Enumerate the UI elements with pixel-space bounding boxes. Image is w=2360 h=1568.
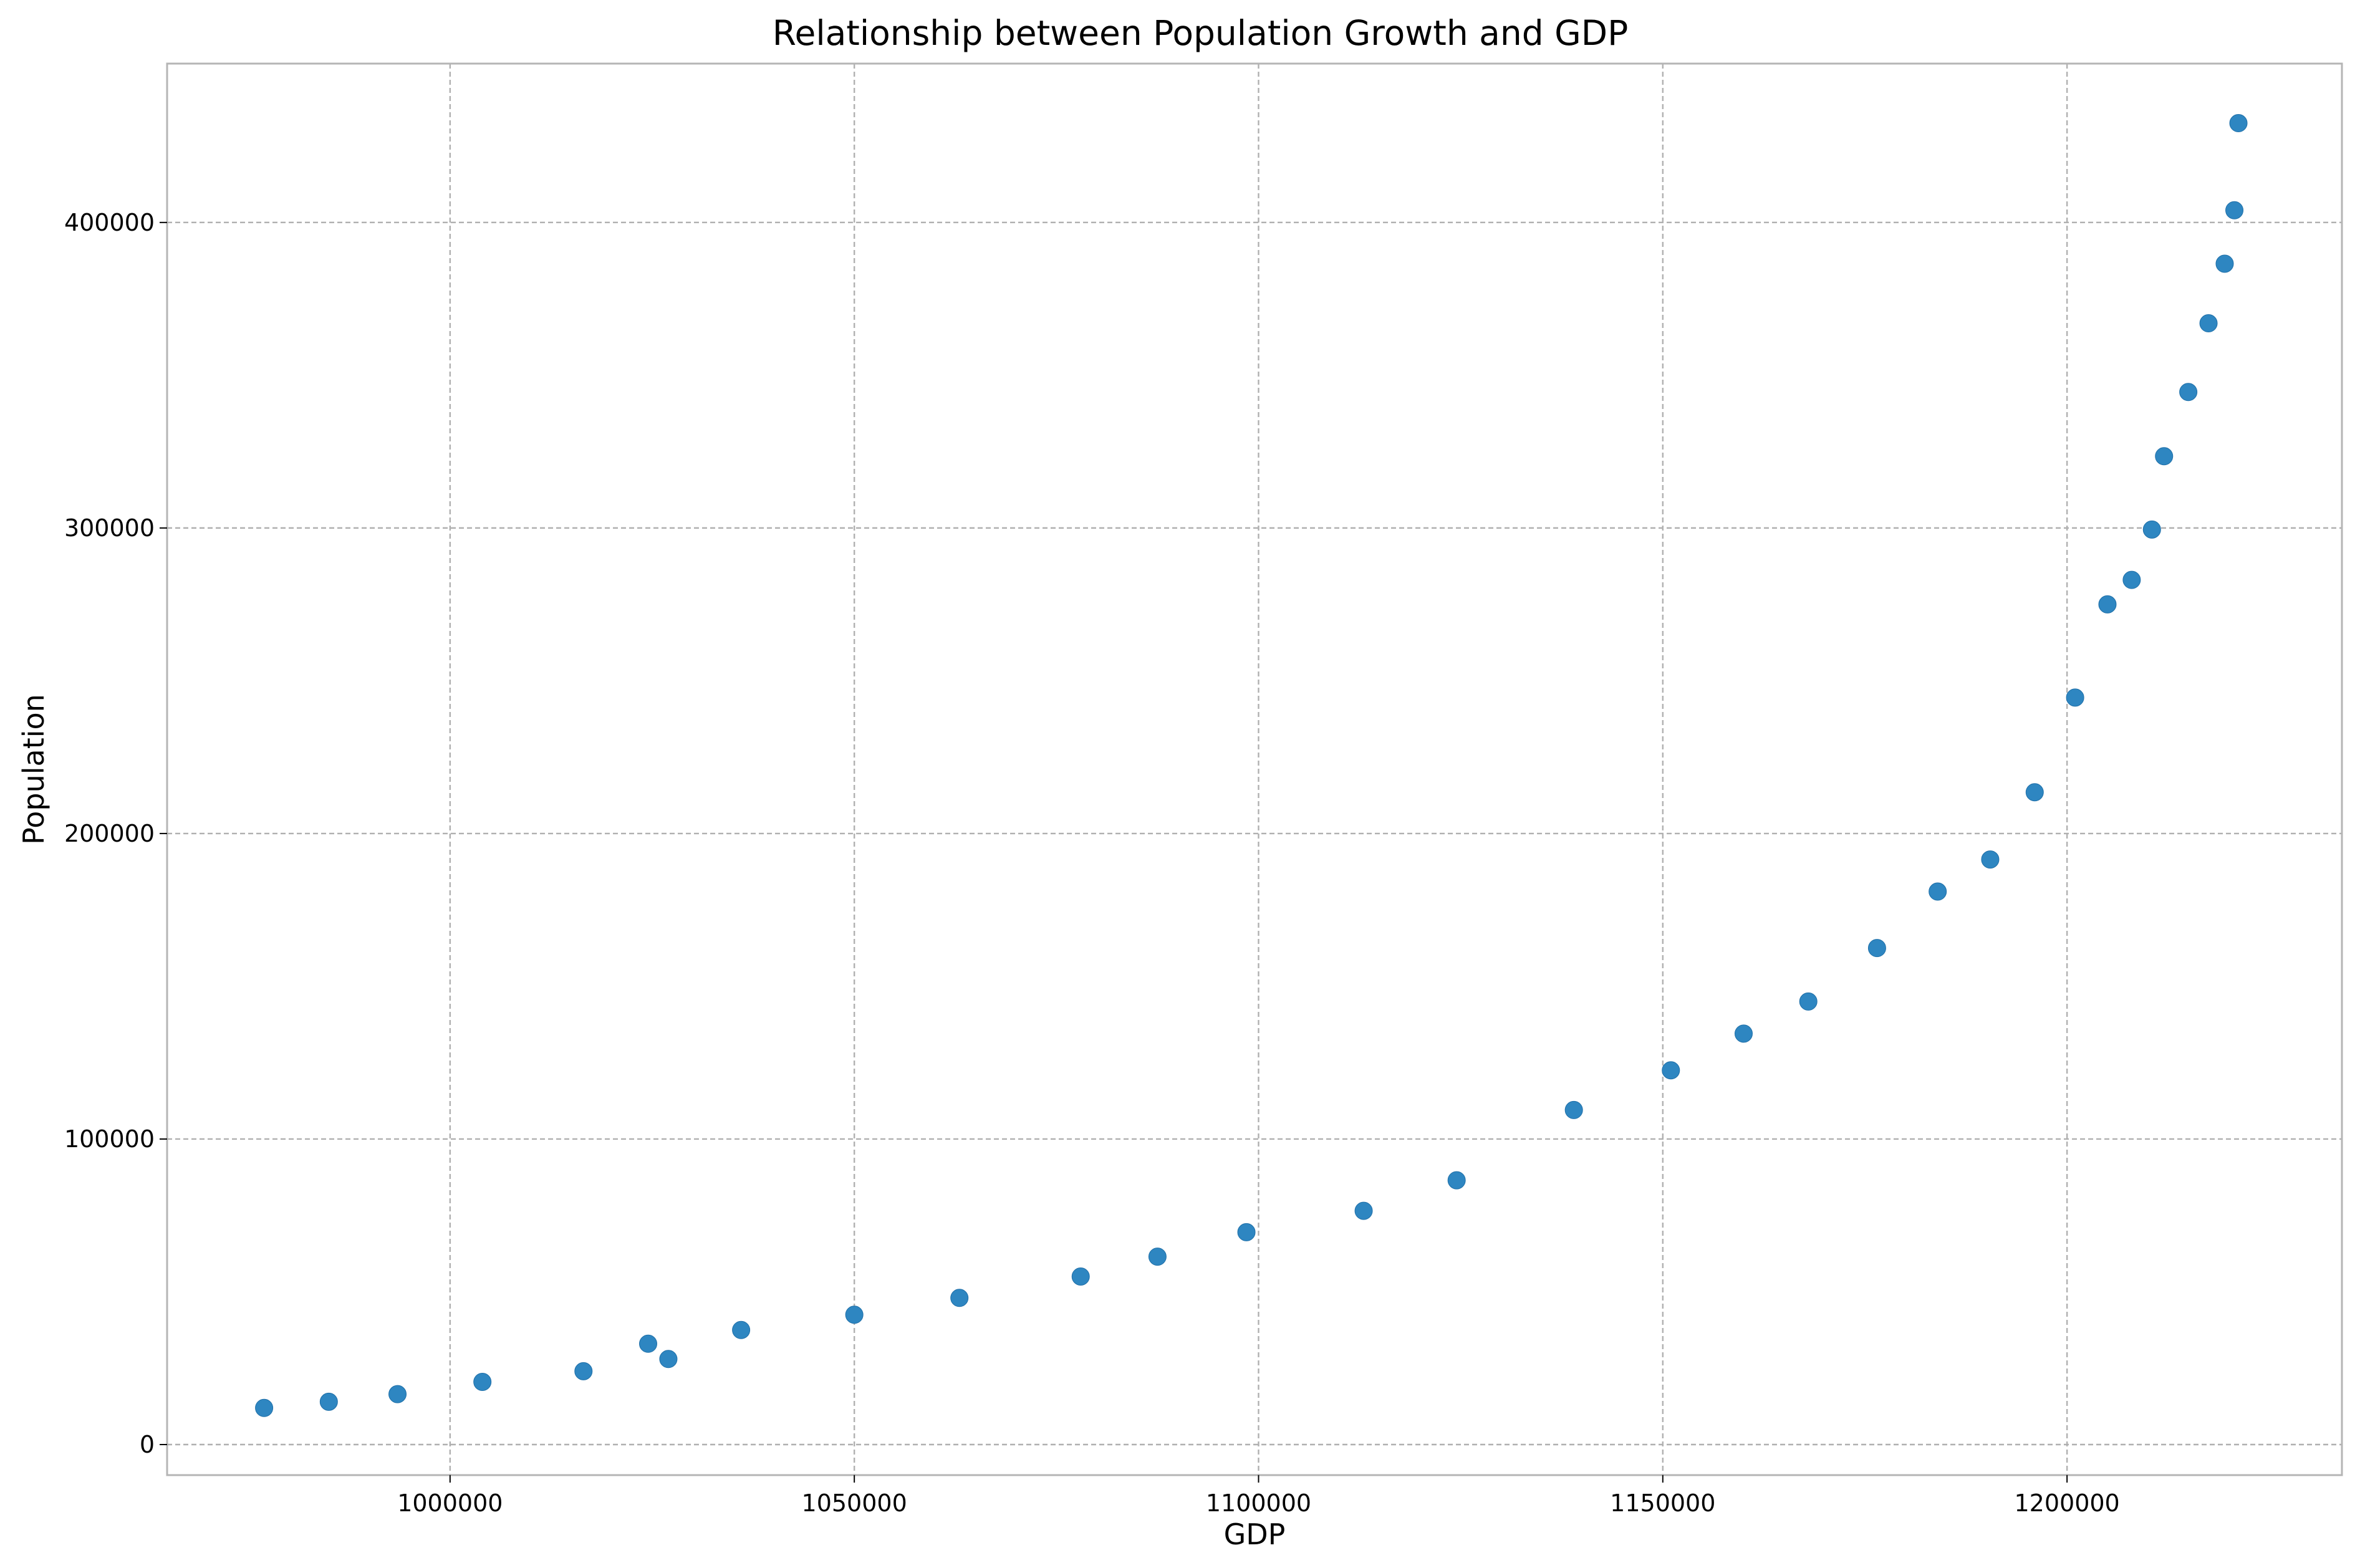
data-point	[255, 1398, 274, 1417]
data-point	[2025, 783, 2044, 802]
x-tick-label: 1100000	[1206, 1489, 1311, 1517]
y-tick-label: 100000	[64, 1125, 155, 1153]
x-tick-label: 1150000	[1610, 1489, 1715, 1517]
data-point	[2122, 570, 2141, 589]
data-point	[2179, 383, 2198, 402]
data-point	[950, 1289, 969, 1307]
plot-area-frame	[166, 62, 2343, 1476]
x-tick-label: 1200000	[2015, 1489, 2120, 1517]
data-point	[1662, 1061, 1680, 1080]
data-point	[1564, 1100, 1583, 1119]
y-axis-ticks: 0 100000 200000 300000 400000	[64, 209, 167, 1458]
data-point	[388, 1385, 407, 1403]
y-gridlines	[167, 221, 2342, 1446]
chart-title: Relationship between Population Growth a…	[773, 13, 1629, 53]
x-tick-label: 1050000	[802, 1489, 907, 1517]
data-point	[1354, 1201, 1373, 1220]
x-axis-title: GDP	[1224, 1517, 1286, 1551]
data-point	[1929, 882, 1947, 901]
data-point	[845, 1306, 864, 1324]
data-point	[2142, 520, 2161, 539]
x-axis-ticks: 1000000 1050000 1100000 1150000 1200000	[397, 1475, 2120, 1517]
data-point	[2066, 688, 2084, 707]
x-gridlines	[449, 64, 2068, 1475]
y-axis-title: Population	[17, 694, 51, 845]
data-point	[1237, 1223, 1256, 1241]
y-tick-label: 0	[140, 1431, 155, 1458]
data-point	[319, 1392, 338, 1411]
data-point	[2215, 254, 2234, 273]
data-point	[2098, 595, 2117, 613]
data-point	[473, 1373, 492, 1392]
data-point	[1734, 1024, 1753, 1043]
data-point	[639, 1334, 658, 1353]
data-point	[1799, 992, 1818, 1011]
data-point	[659, 1350, 678, 1368]
y-tick-label: 200000	[64, 820, 155, 847]
y-tick-label: 300000	[64, 514, 155, 542]
data-point	[1148, 1248, 1167, 1266]
data-point	[1981, 850, 2000, 869]
data-point	[2199, 314, 2218, 333]
data-point	[2225, 201, 2244, 219]
data-point	[1867, 939, 1886, 958]
data-point	[1071, 1267, 1090, 1286]
data-points	[255, 114, 2248, 1417]
data-point	[2155, 447, 2174, 466]
data-point	[1447, 1171, 1466, 1190]
y-tick-label: 400000	[64, 209, 155, 236]
data-point	[574, 1362, 593, 1380]
x-tick-label: 1000000	[397, 1489, 503, 1517]
data-point	[2229, 114, 2248, 133]
data-point	[732, 1320, 751, 1339]
